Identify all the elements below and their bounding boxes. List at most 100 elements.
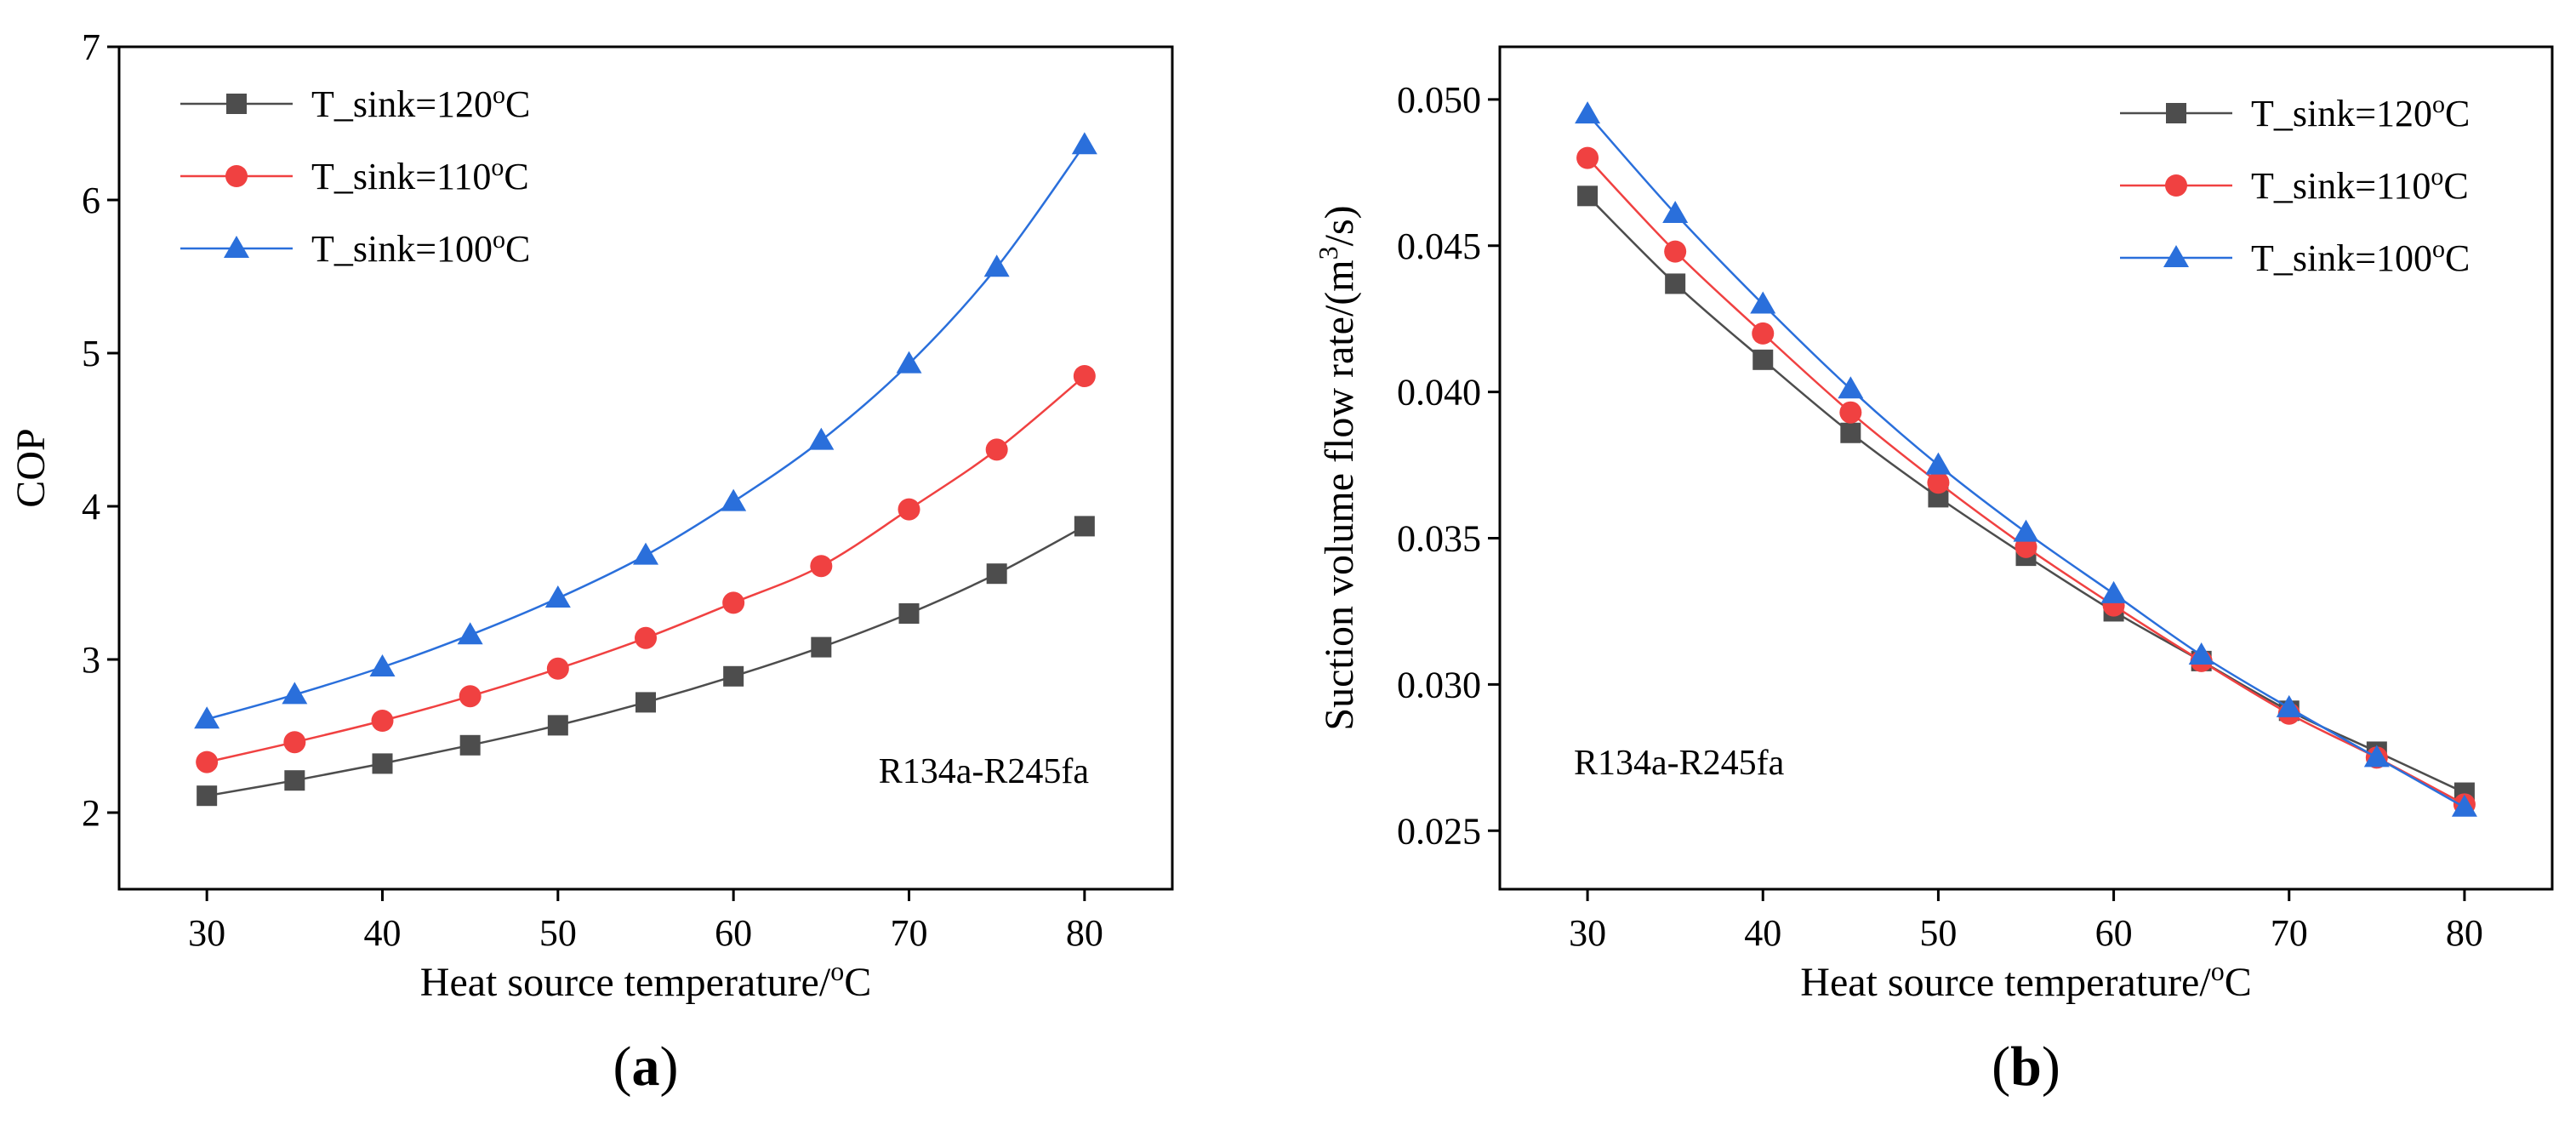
- data-point-series-1: [1664, 240, 1687, 263]
- y-axis-label: COP: [9, 428, 54, 507]
- data-point-series-1: [196, 750, 219, 773]
- panel-label: (a): [613, 1036, 679, 1098]
- x-tick-label: 80: [2446, 912, 2483, 954]
- data-point-series-2: [1750, 291, 1776, 314]
- data-point-series-2: [2100, 580, 2127, 603]
- data-point-series-1: [810, 555, 833, 578]
- x-tick-label: 30: [188, 912, 225, 954]
- data-point-series-2: [808, 427, 835, 450]
- y-tick-label: 3: [82, 639, 100, 681]
- data-point-series-1: [985, 438, 1008, 461]
- plot-frame: [1498, 45, 2554, 891]
- x-tick-label: 50: [1919, 912, 1957, 954]
- data-point-series-2: [1838, 376, 1864, 399]
- legend-marker: [2166, 103, 2186, 123]
- data-point-series-0: [1577, 185, 1599, 207]
- y-tick-label: 0.035: [1397, 518, 1481, 560]
- data-point-series-2: [721, 488, 747, 511]
- y-tick-label: 0.050: [1397, 79, 1481, 121]
- data-point-series-0: [1840, 422, 1861, 443]
- series-line-2: [1587, 113, 2465, 808]
- data-point-series-0: [898, 603, 920, 624]
- data-point-series-1: [283, 731, 306, 754]
- data-point-series-0: [635, 692, 656, 713]
- data-point-series-1: [459, 685, 482, 708]
- data-point-series-2: [2276, 694, 2302, 717]
- legend-entry-label: T_sink=100oC: [311, 225, 530, 271]
- plot-frame: [117, 45, 1174, 891]
- data-point-series-2: [1071, 132, 1097, 155]
- data-point-series-1: [1073, 365, 1096, 387]
- data-point-series-1: [722, 591, 745, 614]
- data-point-series-0: [723, 665, 744, 687]
- legend-entry-label: T_sink=120oC: [2251, 90, 2470, 135]
- data-point-series-1: [898, 498, 920, 521]
- legend-marker: [2165, 174, 2187, 197]
- data-point-series-1: [1839, 401, 1862, 424]
- data-point-series-0: [986, 563, 1007, 585]
- x-tick-label: 70: [2271, 912, 2308, 954]
- y-tick-label: 0.025: [1397, 810, 1481, 852]
- data-point-series-1: [1576, 146, 1599, 169]
- x-tick-label: 80: [1066, 912, 1103, 954]
- data-point-series-2: [1925, 452, 1952, 475]
- data-point-series-2: [896, 351, 922, 374]
- y-tick-label: 0.030: [1397, 664, 1481, 705]
- x-tick-label: 60: [2095, 912, 2133, 954]
- data-point-series-0: [547, 715, 568, 736]
- x-tick-label: 40: [364, 912, 402, 954]
- y-tick-label: 2: [82, 792, 100, 834]
- legend-entry-label: T_sink=120oC: [311, 81, 530, 126]
- legend: T_sink=120oC T_sink=110oC T_sink=100oC: [2120, 90, 2470, 280]
- x-tick-label: 40: [1744, 912, 1781, 954]
- data-point-series-2: [369, 654, 396, 676]
- y-tick-label: 0.045: [1397, 225, 1481, 267]
- series-line-2: [206, 144, 1086, 721]
- data-point-series-0: [372, 753, 393, 774]
- x-axis-label: Heat source temperature/oC: [420, 956, 871, 1005]
- data-point-series-1: [546, 657, 569, 680]
- data-point-series-2: [2013, 519, 2039, 542]
- chart-panel-a: 30 40 50 60 70 80 2 3 4 5 6 7 Heat source temperatur…: [9, 26, 1174, 1098]
- legend-marker: [226, 94, 247, 114]
- x-axis-label: Heat source temperature/oC: [1800, 956, 2251, 1005]
- data-point-series-0: [197, 785, 218, 807]
- legend-entry-label: T_sink=110oC: [311, 153, 529, 198]
- data-point-series-1: [635, 626, 657, 649]
- chart-panel-b: 30 40 50 60 70 80 0.025 0.030 0.035 0.040 0.045 0.0…: [1313, 45, 2554, 1098]
- data-point-series-2: [2363, 745, 2390, 768]
- data-point-series-2: [2188, 642, 2214, 665]
- data-point-series-1: [1927, 471, 1950, 494]
- legend-entry-label: T_sink=110oC: [2251, 163, 2469, 208]
- x-tick-label: 70: [891, 912, 928, 954]
- y-axis-label: Suction volume flow rate/(m3/s): [1313, 205, 1362, 730]
- y-tick-label: 7: [82, 26, 100, 68]
- data-point-series-2: [633, 542, 658, 565]
- data-point-series-2: [1662, 200, 1689, 223]
- legend-marker: [224, 236, 249, 258]
- data-point-series-2: [2451, 794, 2477, 817]
- legend-marker: [225, 165, 248, 187]
- series-line-0: [1587, 195, 2465, 794]
- x-tick-label: 30: [1569, 912, 1606, 954]
- chart-annotation: R134a-R245fa: [1574, 744, 1785, 783]
- data-point-series-2: [194, 706, 220, 729]
- data-point-series-0: [1074, 516, 1095, 537]
- y-tick-label: 0.040: [1397, 372, 1481, 414]
- y-tick-label: 6: [82, 180, 100, 221]
- legend-marker: [2163, 245, 2189, 267]
- data-point-series-0: [1665, 273, 1686, 294]
- data-point-series-0: [459, 734, 481, 756]
- y-tick-label: 4: [82, 486, 100, 528]
- y-tick-label: 5: [82, 333, 100, 374]
- data-point-series-2: [983, 254, 1010, 277]
- data-point-series-0: [811, 636, 832, 658]
- data-point-series-2: [544, 585, 571, 608]
- data-point-series-2: [457, 622, 483, 645]
- data-point-series-1: [1752, 322, 1775, 345]
- data-point-series-0: [284, 770, 305, 791]
- chart-annotation: R134a-R245fa: [879, 752, 1090, 791]
- legend-entry-label: T_sink=100oC: [2251, 235, 2470, 280]
- x-tick-label: 60: [715, 912, 752, 954]
